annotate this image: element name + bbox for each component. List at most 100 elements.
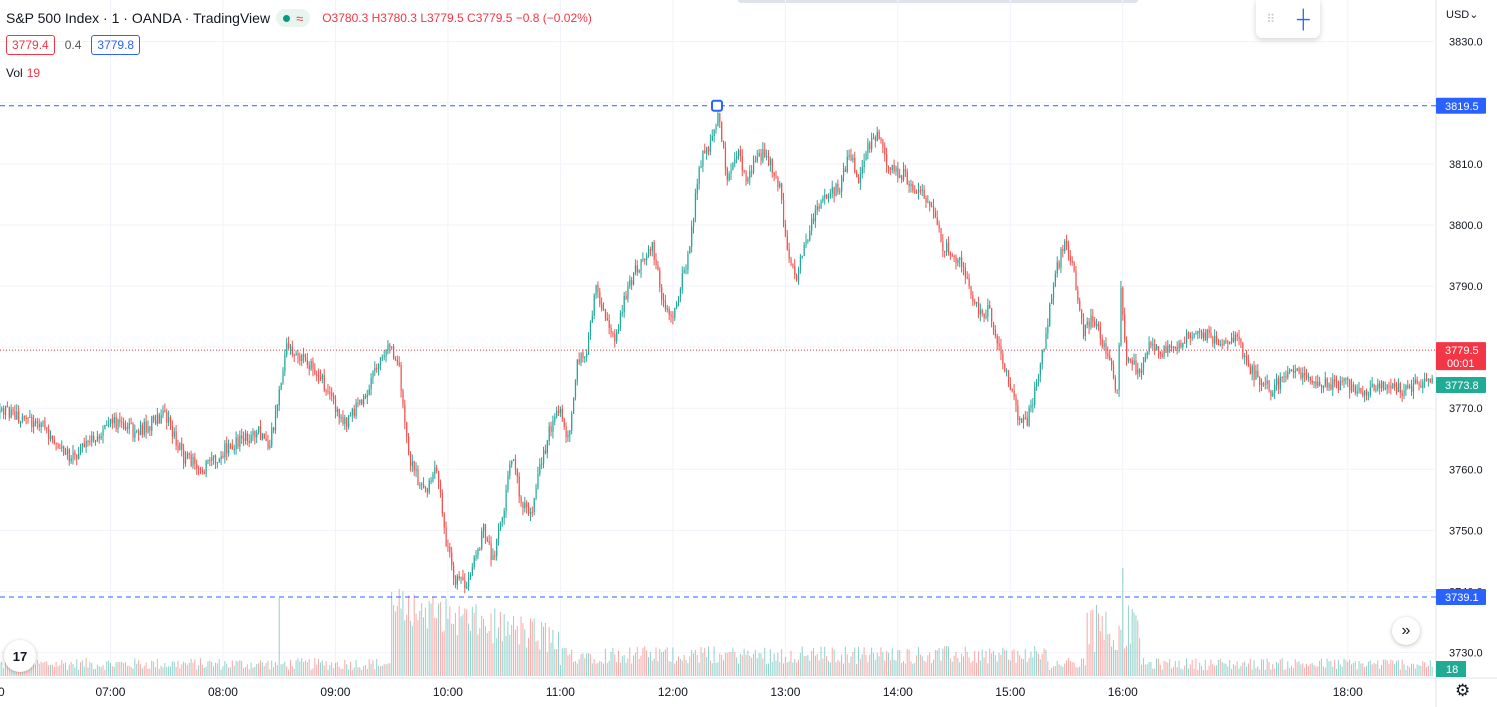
candle-body <box>394 359 397 361</box>
candle-body <box>483 524 485 532</box>
candle-body <box>27 417 29 419</box>
volume-bar <box>181 664 183 676</box>
candle-body <box>214 455 217 464</box>
volume-bar <box>1232 664 1234 676</box>
volume-bar <box>303 661 305 676</box>
volume-bar <box>1292 668 1294 676</box>
volume-bar <box>634 652 636 676</box>
sell-price-button[interactable]: 3779.4 <box>6 35 55 55</box>
candle-body <box>424 487 427 489</box>
candle-body <box>1204 332 1206 341</box>
candle-body <box>1412 383 1415 392</box>
candle-body <box>151 416 153 431</box>
volume-bar <box>983 657 985 676</box>
volume-bar <box>1251 669 1253 676</box>
candle-body <box>850 155 852 161</box>
volume-bar <box>1054 666 1056 676</box>
candle-body <box>809 230 811 241</box>
currency-select[interactable]: USD⌄ <box>1446 8 1478 21</box>
candle-body <box>169 417 172 426</box>
candle-body <box>53 439 55 444</box>
volume-bar <box>771 661 773 676</box>
volume-bar <box>767 663 769 676</box>
volume-bar <box>786 662 788 676</box>
crosshair-icon[interactable]: ┼ <box>1296 8 1310 29</box>
symbol-title[interactable]: S&P 500 Index · 1 · OANDA · TradingView <box>6 10 271 26</box>
volume-bar <box>571 649 573 676</box>
volume-bar <box>1015 662 1017 676</box>
candle-body <box>1431 378 1433 383</box>
volume-bar <box>1296 662 1298 676</box>
x-tick-label: 15:00 <box>995 685 1025 699</box>
candle-body <box>708 147 710 152</box>
drag-handle-icon[interactable]: ⠿ <box>1266 12 1277 26</box>
volume-bar <box>687 663 689 676</box>
candle-body <box>321 375 324 379</box>
volume-bar <box>869 654 871 676</box>
volume-bar <box>81 660 83 676</box>
candle-body <box>1139 369 1141 373</box>
volume-bar <box>938 647 940 676</box>
volume-bar <box>108 660 110 676</box>
volume-bar <box>901 662 903 676</box>
candle-body <box>1159 351 1161 355</box>
volume-bar <box>1051 667 1053 676</box>
volume-bar <box>794 658 796 676</box>
buy-price-button[interactable]: 3779.8 <box>91 35 141 55</box>
volume-bar <box>1322 666 1324 676</box>
candle-body <box>481 531 483 550</box>
volume-bar <box>1351 664 1353 676</box>
candle-body <box>366 394 369 398</box>
volume-bar <box>1165 661 1167 676</box>
volume-bar <box>31 658 33 676</box>
scroll-to-realtime-button[interactable]: » <box>1392 617 1420 645</box>
candle-body <box>409 452 412 466</box>
price-axis-label-bg <box>1436 376 1486 393</box>
volume-bar <box>454 612 456 676</box>
volume-bar <box>102 665 104 676</box>
candle-body <box>1277 378 1280 389</box>
candle-body <box>782 199 785 224</box>
volume-bar <box>1390 659 1392 676</box>
candle-body <box>4 405 7 416</box>
volume-bar <box>1045 649 1047 676</box>
volume-bar <box>1279 659 1281 676</box>
candle-body <box>1052 285 1055 298</box>
candle-body <box>854 157 856 173</box>
candle-body <box>1071 261 1073 263</box>
volume-bar <box>333 668 335 676</box>
volume-bar <box>1022 659 1024 676</box>
candle-body <box>1084 324 1087 337</box>
volume-bar <box>254 666 256 676</box>
candle-body <box>1214 335 1216 344</box>
volume-bar <box>243 668 245 676</box>
volume-bar <box>6 661 8 676</box>
candle-body <box>237 437 239 447</box>
volume-bar <box>408 595 410 676</box>
candle-body <box>777 177 779 187</box>
candle-body <box>814 210 817 222</box>
volume-bar <box>34 664 36 676</box>
settings-gear-icon[interactable]: ⚙ <box>1455 681 1470 701</box>
candle-body <box>340 417 342 419</box>
market-status-badge[interactable]: ≈ <box>276 9 311 27</box>
candle-body <box>57 443 59 448</box>
volume-value: 19 <box>26 66 41 80</box>
volume-bar <box>439 602 441 676</box>
line-anchor-handle[interactable] <box>711 99 723 112</box>
volume-label[interactable]: Vol <box>6 66 23 80</box>
candle-body <box>565 426 567 438</box>
candle-body <box>248 440 250 443</box>
candle-body <box>1199 331 1201 333</box>
candle-body <box>1169 345 1171 348</box>
volume-bar <box>453 623 455 676</box>
candle-body <box>616 331 618 342</box>
candle-body <box>874 137 877 141</box>
candle-body <box>1420 385 1422 388</box>
candle-body <box>1326 378 1328 388</box>
candle-body <box>558 410 560 413</box>
volume-bar <box>207 661 209 676</box>
tradingview-logo-icon[interactable]: 17 <box>4 640 36 672</box>
volume-bar <box>483 618 485 676</box>
